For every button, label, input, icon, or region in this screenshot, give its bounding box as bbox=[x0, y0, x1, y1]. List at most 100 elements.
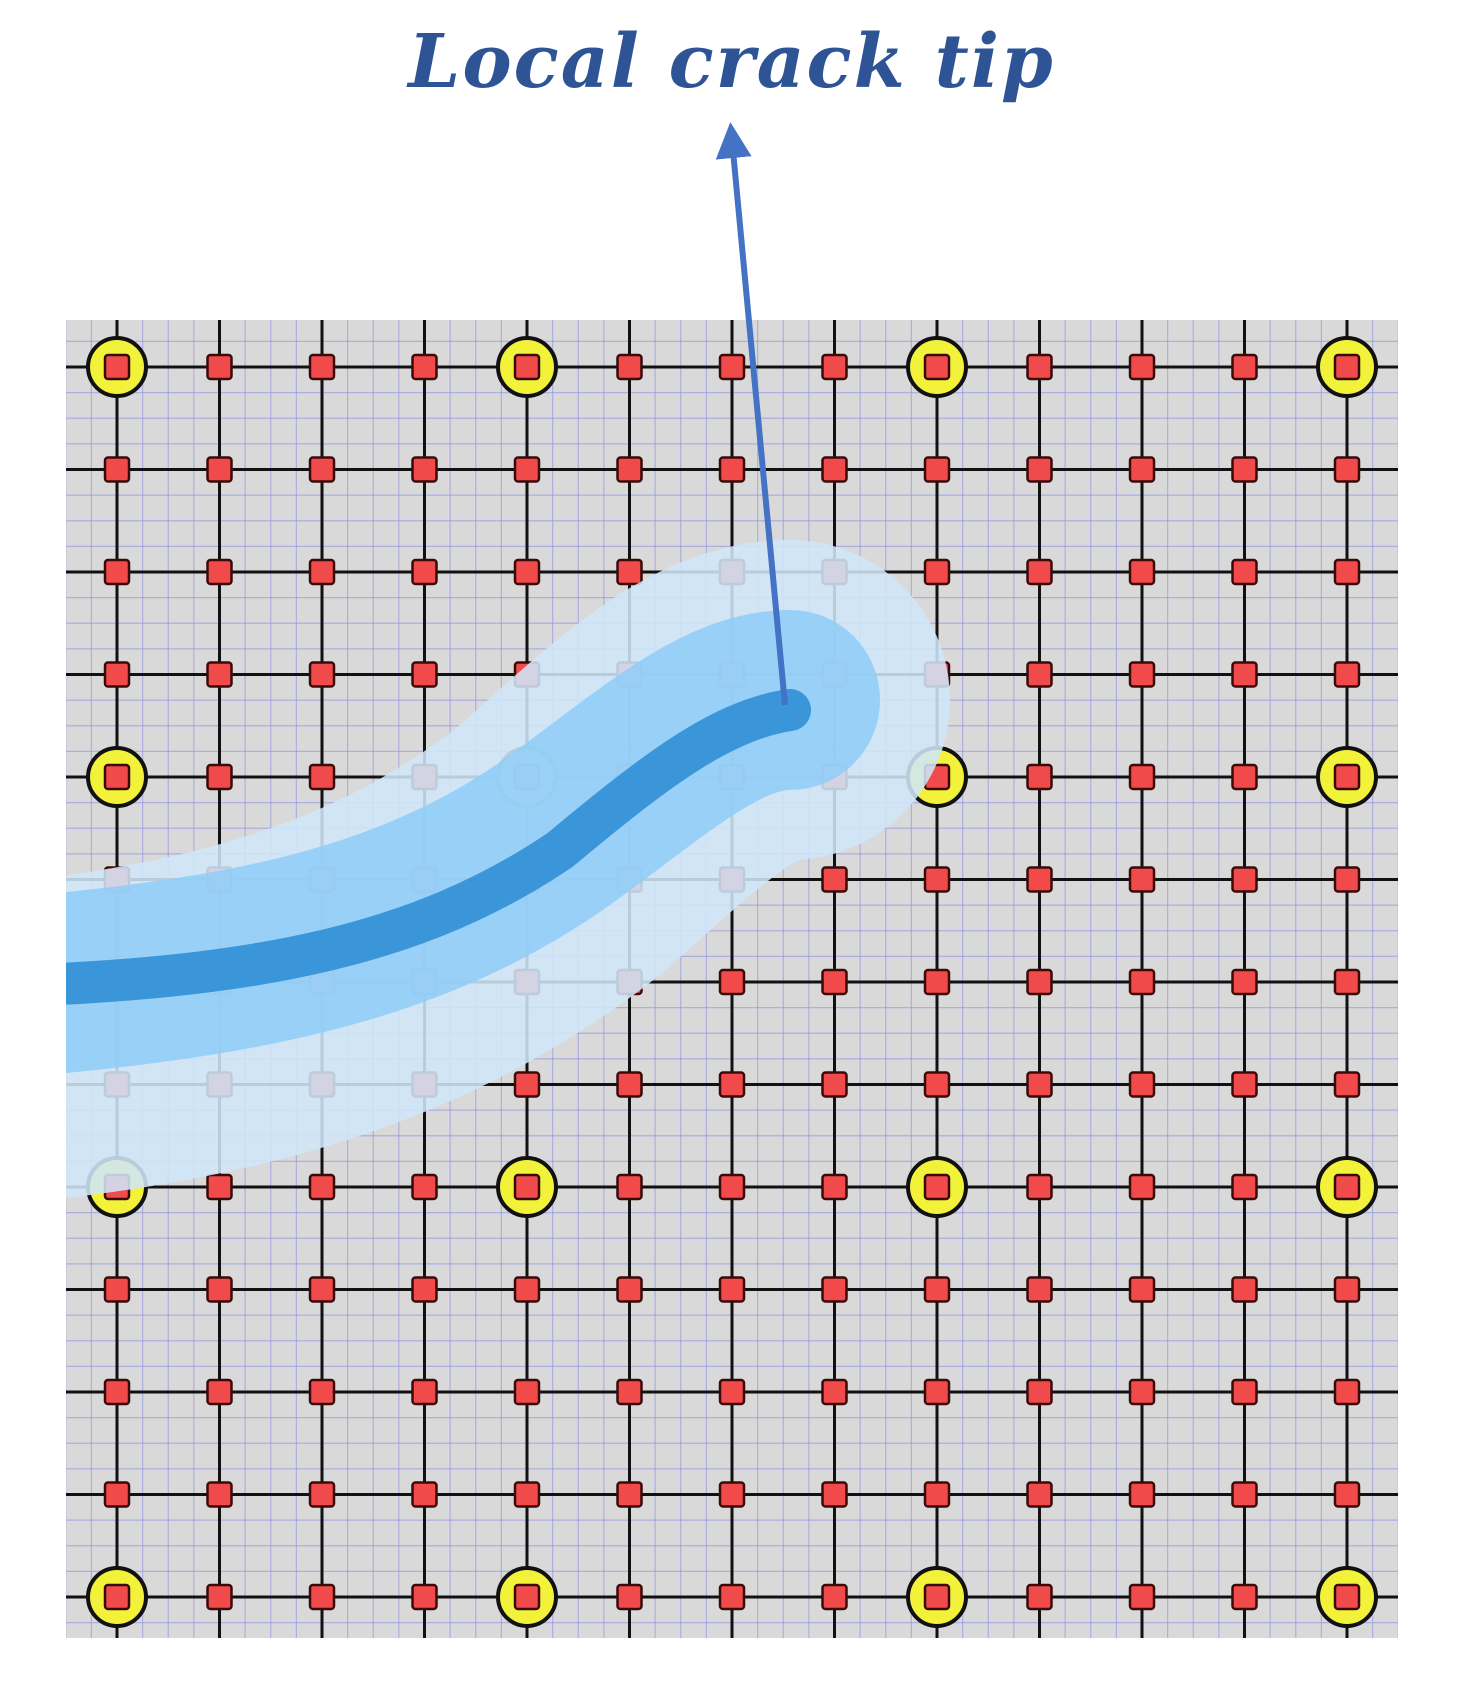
red-square-node-icon bbox=[308, 558, 336, 586]
red-square-node-icon bbox=[1026, 661, 1053, 688]
red-square-node-icon bbox=[308, 1583, 336, 1611]
red-square-node-icon bbox=[1231, 866, 1258, 893]
red-square-node-icon bbox=[1128, 661, 1156, 688]
red-square-node-icon bbox=[103, 763, 131, 791]
red-square-node-icon bbox=[513, 1481, 541, 1508]
red-square-node-icon bbox=[103, 456, 131, 483]
red-square-node-icon bbox=[103, 1276, 131, 1303]
red-square-node-icon bbox=[103, 1583, 131, 1611]
red-square-node-icon bbox=[206, 1276, 233, 1303]
red-square-node-icon bbox=[513, 1378, 541, 1406]
red-square-node-icon bbox=[1026, 353, 1053, 381]
red-square-node-icon bbox=[821, 1378, 848, 1406]
red-square-node-icon bbox=[1333, 661, 1361, 688]
red-square-node-icon bbox=[103, 1481, 131, 1508]
red-square-node-icon bbox=[1333, 763, 1361, 791]
red-square-node-icon bbox=[1231, 763, 1258, 791]
red-square-node-icon bbox=[821, 1173, 848, 1201]
red-square-node-icon bbox=[411, 661, 438, 688]
red-square-node-icon bbox=[1026, 1071, 1053, 1098]
red-square-node-icon bbox=[1128, 1173, 1156, 1201]
red-square-node-icon bbox=[718, 1481, 746, 1508]
red-square-node-icon bbox=[513, 1071, 541, 1098]
red-square-node-icon bbox=[308, 1378, 336, 1406]
red-square-node-icon bbox=[1128, 1071, 1156, 1098]
red-square-node-icon bbox=[1128, 456, 1156, 483]
red-square-node-icon bbox=[1026, 1481, 1053, 1508]
red-square-node-icon bbox=[1333, 1378, 1361, 1406]
red-square-node-icon bbox=[206, 1481, 233, 1508]
red-square-node-icon bbox=[1333, 456, 1361, 483]
red-square-node-icon bbox=[821, 353, 848, 381]
red-square-node-icon bbox=[923, 558, 951, 586]
red-square-node-icon bbox=[1333, 1583, 1361, 1611]
red-square-node-icon bbox=[411, 1378, 438, 1406]
red-square-node-icon bbox=[513, 1173, 541, 1201]
red-square-node-icon bbox=[1128, 558, 1156, 586]
red-square-node-icon bbox=[1026, 1173, 1053, 1201]
red-square-node-icon bbox=[206, 763, 233, 791]
red-square-node-icon bbox=[718, 1173, 746, 1201]
red-square-node-icon bbox=[1026, 1378, 1053, 1406]
red-square-node-icon bbox=[206, 1173, 233, 1201]
red-square-node-icon bbox=[616, 1173, 643, 1201]
red-square-node-icon bbox=[718, 1071, 746, 1098]
red-square-node-icon bbox=[411, 558, 438, 586]
red-square-node-icon bbox=[206, 456, 233, 483]
red-square-node-icon bbox=[513, 558, 541, 586]
red-square-node-icon bbox=[821, 1071, 848, 1098]
red-square-node-icon bbox=[923, 866, 951, 893]
red-square-node-icon bbox=[411, 456, 438, 483]
red-square-node-icon bbox=[103, 1378, 131, 1406]
red-square-node-icon bbox=[411, 1276, 438, 1303]
red-square-node-icon bbox=[616, 1071, 643, 1098]
red-square-node-icon bbox=[1026, 558, 1053, 586]
red-square-node-icon bbox=[616, 1481, 643, 1508]
red-square-node-icon bbox=[1026, 456, 1053, 483]
red-square-node-icon bbox=[411, 1583, 438, 1611]
red-square-node-icon bbox=[821, 866, 848, 893]
red-square-node-icon bbox=[103, 661, 131, 688]
red-square-node-icon bbox=[616, 1583, 643, 1611]
red-square-node-icon bbox=[1333, 353, 1361, 381]
red-square-node-icon bbox=[1231, 968, 1258, 996]
red-square-node-icon bbox=[718, 353, 746, 381]
red-square-node-icon bbox=[718, 1583, 746, 1611]
red-square-node-icon bbox=[923, 1481, 951, 1508]
red-square-node-icon bbox=[923, 1583, 951, 1611]
crack-line bbox=[66, 689, 811, 1005]
red-square-node-icon bbox=[1026, 763, 1053, 791]
arrow-icon bbox=[715, 122, 788, 706]
red-square-node-icon bbox=[1333, 1071, 1361, 1098]
red-square-node-icon bbox=[1128, 1481, 1156, 1508]
red-square-node-icon bbox=[513, 353, 541, 381]
red-square-node-icon bbox=[1128, 1276, 1156, 1303]
red-square-node-icon bbox=[923, 1173, 951, 1201]
red-square-node-icon bbox=[206, 1583, 233, 1611]
red-square-node-icon bbox=[1231, 456, 1258, 483]
red-square-node-icon bbox=[616, 456, 643, 483]
red-square-node-icon bbox=[411, 1173, 438, 1201]
red-square-node-icon bbox=[513, 456, 541, 483]
red-square-node-icon bbox=[308, 1173, 336, 1201]
red-square-node-icon bbox=[718, 456, 746, 483]
red-square-node-icon bbox=[103, 353, 131, 381]
red-square-node-icon bbox=[513, 1276, 541, 1303]
red-square-node-icon bbox=[308, 661, 336, 688]
red-square-node-icon bbox=[718, 968, 746, 996]
red-square-node-icon bbox=[1128, 1378, 1156, 1406]
red-square-node-icon bbox=[103, 558, 131, 586]
red-square-node-icon bbox=[923, 1378, 951, 1406]
red-square-node-icon bbox=[1231, 1378, 1258, 1406]
red-square-node-icon bbox=[1333, 1276, 1361, 1303]
red-square-node-icon bbox=[1231, 1481, 1258, 1508]
red-square-node-icon bbox=[1231, 661, 1258, 688]
crack-zone bbox=[66, 540, 950, 1199]
red-square-node-icon bbox=[616, 558, 643, 586]
red-square-node-icon bbox=[1333, 866, 1361, 893]
red-square-node-icon bbox=[1128, 1583, 1156, 1611]
red-square-node-icon bbox=[1128, 968, 1156, 996]
diagram-title: Local crack tip bbox=[408, 19, 1055, 105]
red-square-node-icon bbox=[206, 661, 233, 688]
red-square-node-icon bbox=[616, 1276, 643, 1303]
